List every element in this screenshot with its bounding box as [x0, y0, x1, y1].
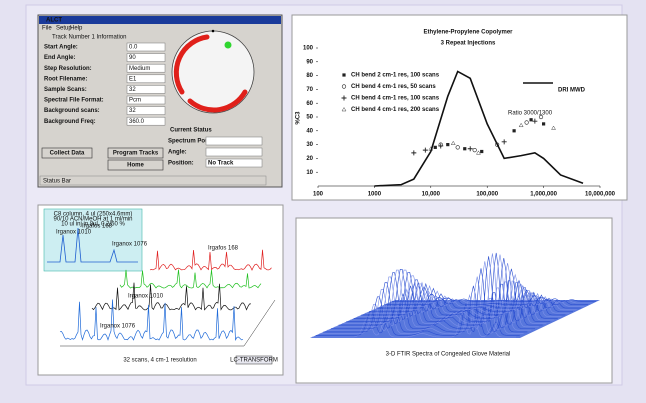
legend-label: CH bend 4 cm-1 res, 50 scans: [351, 84, 436, 90]
point: [446, 143, 449, 146]
dial-mark: [212, 30, 215, 33]
chart-title: Ethylene-Propylene Copolymer: [423, 30, 513, 36]
status-input: [206, 137, 262, 145]
point: [513, 129, 516, 132]
y-tick-label: 30: [306, 142, 313, 148]
legend-label: DRI MWD: [558, 88, 586, 94]
menu-item[interactable]: Help: [70, 26, 83, 32]
track-position: [225, 42, 232, 49]
spectra-caption: 32 scans, 4 cm-1 resolution: [123, 358, 196, 364]
field-value: 0.0: [129, 45, 138, 51]
chart-subtitle: 3 Repeat Injections: [441, 41, 496, 47]
point: [480, 150, 483, 153]
status-label: Position:: [168, 161, 194, 167]
y-tick-label: 20: [306, 156, 313, 162]
section-heading: Track Number 1 Information: [52, 35, 126, 41]
field-label: Step Resolution:: [44, 66, 92, 72]
field-label: Start Angle:: [44, 45, 78, 51]
point: [463, 147, 466, 150]
status-input: [206, 148, 262, 156]
y-tick-label: 100: [303, 46, 314, 52]
field-label: Root Filename:: [44, 76, 87, 82]
button-label[interactable]: Program Tracks: [113, 151, 159, 157]
y-tick-label: 90: [306, 59, 313, 65]
button-label[interactable]: Collect Data: [50, 151, 85, 157]
inset-peak-label: Irgafos 168: [82, 224, 113, 230]
slide: ALCTFileSetupHelpTrack Number 1 Informat…: [0, 0, 646, 403]
field-label: Background scans:: [44, 108, 100, 114]
ftir-caption: 3-D FTIR Spectra of Congealed Glove Mate…: [386, 352, 511, 358]
point: [529, 118, 532, 121]
x-tick-label: 1000: [368, 192, 382, 198]
inset-peak-label: Irganox 1010: [56, 230, 92, 236]
field-value: 32: [129, 108, 136, 114]
field-value: 360.0: [129, 119, 145, 125]
x-tick-label: 10,000: [422, 192, 441, 198]
y-tick-label: 50: [306, 115, 313, 121]
field-label: End Angle:: [44, 55, 75, 61]
field-label: Sample Scans:: [44, 87, 87, 93]
field-value: Medium: [129, 66, 150, 72]
field-label: Spectral File Format:: [44, 98, 104, 104]
peak-label: Irganox 1010: [128, 294, 164, 300]
status-bar-text: Status Bar: [43, 179, 71, 185]
status-value: No Track: [208, 161, 234, 167]
inset-peak-label: Irganox 1076: [112, 242, 148, 248]
status-bar: [40, 176, 266, 185]
y-tick-label: 80: [306, 73, 313, 79]
legend-label: CH bend 4 cm-1 res, 200 scans: [351, 107, 440, 113]
field-value: E1: [129, 76, 137, 82]
legend-label: CH bend 4 cm-1 res, 100 scans: [351, 96, 440, 102]
y-tick-label: 70: [306, 87, 313, 93]
menu-item[interactable]: File: [42, 26, 52, 32]
field-value: Pcm: [129, 98, 141, 104]
x-tick-label: 1,000,000: [530, 192, 557, 198]
legend-marker: [342, 73, 345, 76]
field-value: 90: [129, 55, 136, 61]
x-tick-label: 100: [313, 192, 324, 198]
annotation: Ratio 3000/1300: [508, 111, 553, 117]
x-tick-label: 100,000: [476, 192, 498, 198]
field-value: 32: [129, 87, 136, 93]
legend-label: CH bend 2 cm-1 res, 100 scans: [351, 73, 440, 79]
status-label: Angle:: [168, 150, 187, 156]
y-axis-label: %C3: [296, 111, 302, 125]
y-tick-label: 40: [306, 128, 313, 134]
window-title: ALCT: [46, 18, 62, 24]
y-tick-label: 10: [306, 170, 313, 176]
logo: LC-TRANSFORM: [230, 358, 278, 364]
peak-label: Irgafos 168: [208, 246, 239, 252]
button-label[interactable]: Home: [127, 163, 144, 169]
field-label: Background Freq:: [44, 119, 96, 125]
status-heading: Current Status: [170, 128, 212, 134]
point: [542, 122, 545, 125]
y-tick-label: 60: [306, 101, 313, 107]
title-bar: [39, 16, 281, 24]
point: [434, 146, 437, 149]
peak-label: Irganox 1076: [100, 324, 136, 330]
x-tick-label: 10,000,000: [585, 192, 616, 198]
